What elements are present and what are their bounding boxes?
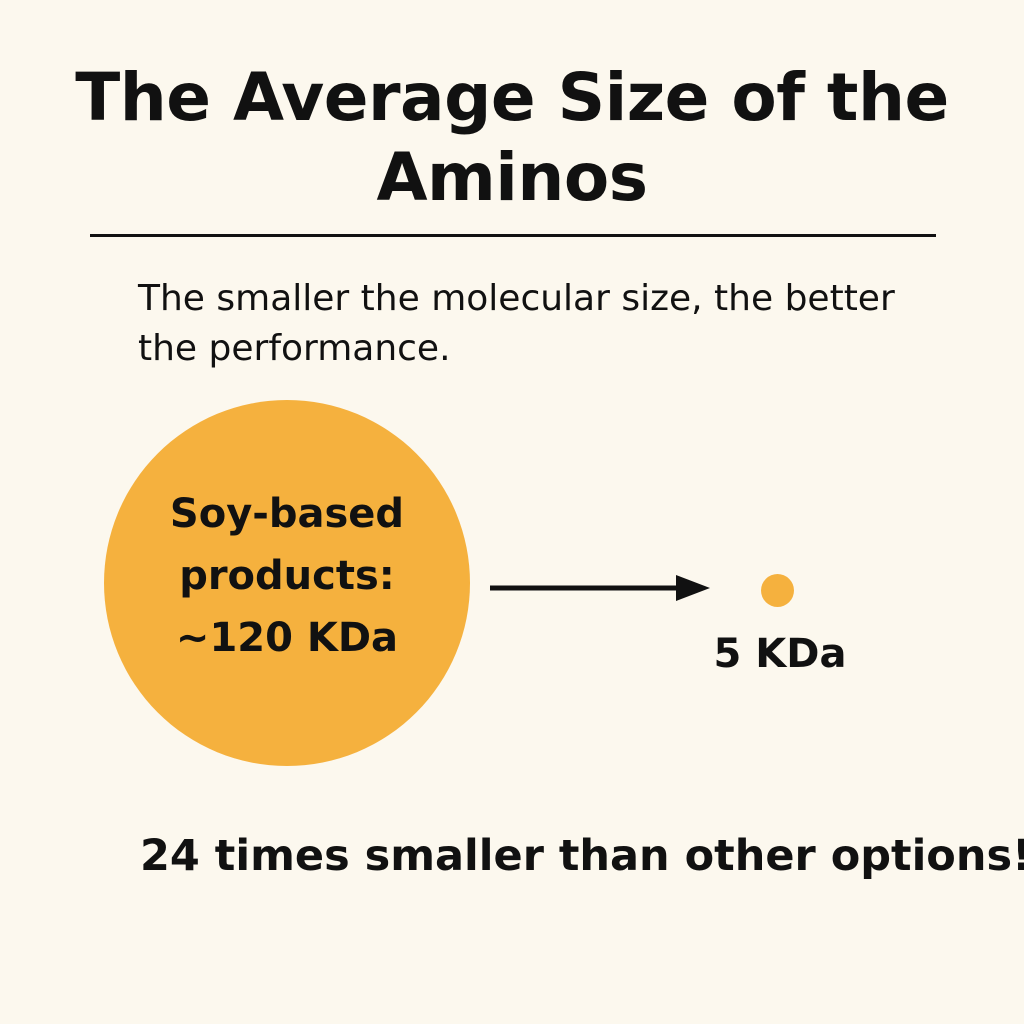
soy-based-label-line1: Soy-based xyxy=(169,491,405,537)
title-divider xyxy=(90,234,936,237)
subtitle: The smaller the molecular size, the bett… xyxy=(138,278,895,369)
soy-based-label-line2: products: xyxy=(179,553,395,599)
arrow-right-icon xyxy=(490,575,710,601)
small-molecule-circle xyxy=(761,574,794,607)
soy-based-size: ~120 KDa xyxy=(175,615,399,661)
small-molecule-size: 5 KDa xyxy=(713,631,847,677)
soy-based-circle: Soy-based products: ~120 KDa xyxy=(104,400,470,766)
footer-claim: 24 times smaller than other options! xyxy=(140,831,1024,881)
page-title: The Average Size of the Aminos xyxy=(75,59,949,216)
soy-based-label: Soy-based products: ~120 KDa xyxy=(170,483,404,669)
